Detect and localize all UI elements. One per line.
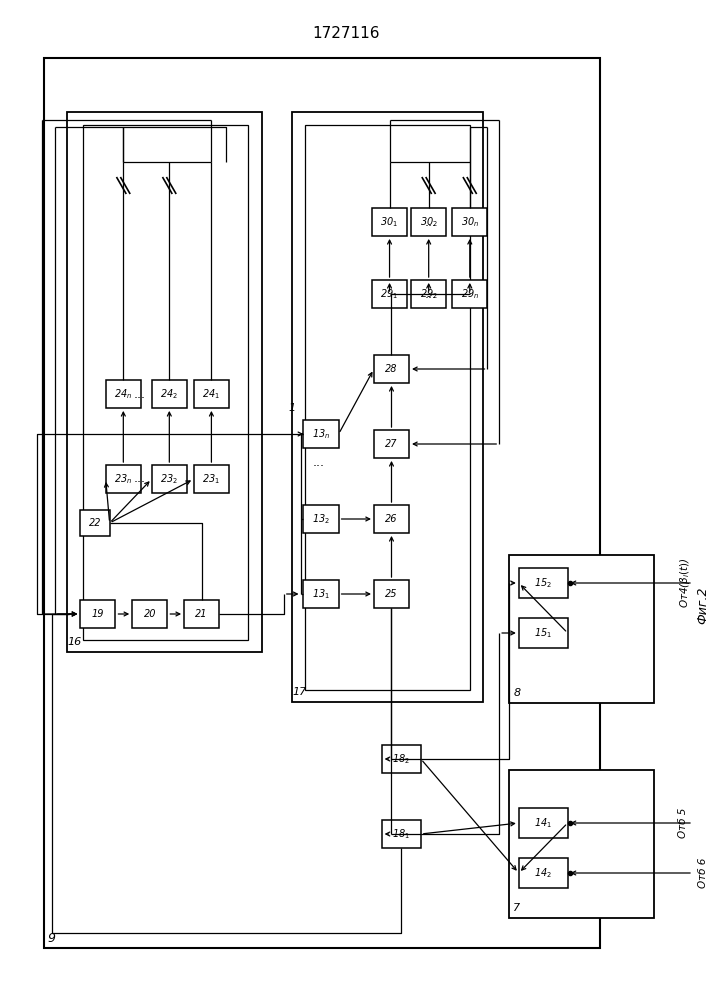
Text: 27: 27 <box>385 439 398 449</box>
Bar <box>374 580 409 608</box>
Text: 14$_1$: 14$_1$ <box>534 816 552 830</box>
Text: 18$_1$: 18$_1$ <box>392 827 410 841</box>
Text: 30$_2$: 30$_2$ <box>420 215 438 229</box>
Bar <box>303 580 339 608</box>
Text: 30$_1$: 30$_1$ <box>380 215 399 229</box>
Bar <box>374 430 409 458</box>
Text: 19: 19 <box>92 609 104 619</box>
Bar <box>305 125 469 690</box>
Text: 13$_1$: 13$_1$ <box>312 587 330 601</box>
Text: Отб 6: Отб 6 <box>698 858 707 888</box>
Text: 29$_2$: 29$_2$ <box>420 287 438 301</box>
Text: 21: 21 <box>195 609 208 619</box>
Text: 26: 26 <box>385 514 398 524</box>
Text: ...: ... <box>134 473 146 486</box>
Bar <box>519 568 568 598</box>
Text: ...: ... <box>425 216 437 229</box>
Bar <box>509 555 654 703</box>
Bar <box>81 600 115 628</box>
Bar <box>132 600 168 628</box>
Text: 24$_1$: 24$_1$ <box>202 387 221 401</box>
Bar <box>374 505 409 533</box>
Text: 23$_2$: 23$_2$ <box>160 472 178 486</box>
Bar <box>519 808 568 838</box>
Text: Отб 5: Отб 5 <box>678 808 689 838</box>
Bar <box>509 770 654 918</box>
Bar <box>303 505 339 533</box>
Bar <box>411 208 446 236</box>
Text: 23$_1$: 23$_1$ <box>202 472 221 486</box>
Text: 29$_n$: 29$_n$ <box>461 287 479 301</box>
Bar <box>81 510 110 536</box>
Bar <box>452 280 487 308</box>
Bar <box>292 112 482 702</box>
Text: От4($\beta_i(t)$): От4($\beta_i(t)$) <box>678 558 692 608</box>
Bar <box>519 858 568 888</box>
Bar <box>44 58 600 948</box>
Text: 20: 20 <box>144 609 156 619</box>
Bar <box>452 208 487 236</box>
Text: 29$_1$: 29$_1$ <box>380 287 399 301</box>
Text: 23$_n$: 23$_n$ <box>114 472 132 486</box>
Bar <box>152 465 187 493</box>
Text: 17: 17 <box>293 687 307 697</box>
Text: 24$_n$: 24$_n$ <box>114 387 132 401</box>
Text: 9: 9 <box>48 932 56 944</box>
Text: 15$_2$: 15$_2$ <box>534 576 552 590</box>
Bar <box>194 380 229 408</box>
Bar <box>303 420 339 448</box>
Text: ...: ... <box>134 387 146 400</box>
Text: 18$_2$: 18$_2$ <box>392 752 410 766</box>
Text: 14$_2$: 14$_2$ <box>534 866 552 880</box>
Text: 1: 1 <box>288 403 296 413</box>
Text: ...: ... <box>425 288 437 300</box>
Bar <box>106 465 141 493</box>
Text: 24$_2$: 24$_2$ <box>160 387 178 401</box>
Text: 25: 25 <box>385 589 398 599</box>
Bar <box>519 618 568 648</box>
Bar <box>184 600 219 628</box>
Bar <box>66 112 262 652</box>
Bar <box>152 380 187 408</box>
Text: Фиг.2: Фиг.2 <box>696 586 707 624</box>
Text: 28: 28 <box>385 364 398 374</box>
Bar <box>382 820 421 848</box>
Bar <box>83 125 247 640</box>
Bar <box>372 208 407 236</box>
Text: 8: 8 <box>513 688 520 698</box>
Bar <box>374 355 409 383</box>
Bar <box>106 380 141 408</box>
Text: 13$_2$: 13$_2$ <box>312 512 330 526</box>
Bar <box>411 280 446 308</box>
Text: 22: 22 <box>88 518 101 528</box>
Text: ...: ... <box>313 456 325 470</box>
Text: 1727116: 1727116 <box>312 25 380 40</box>
Bar <box>194 465 229 493</box>
Bar <box>372 280 407 308</box>
Text: 7: 7 <box>513 903 520 913</box>
Text: 30$_n$: 30$_n$ <box>461 215 479 229</box>
Text: 16: 16 <box>67 637 81 647</box>
Bar <box>382 745 421 773</box>
Text: 15$_1$: 15$_1$ <box>534 626 552 640</box>
Text: 13$_n$: 13$_n$ <box>312 427 330 441</box>
